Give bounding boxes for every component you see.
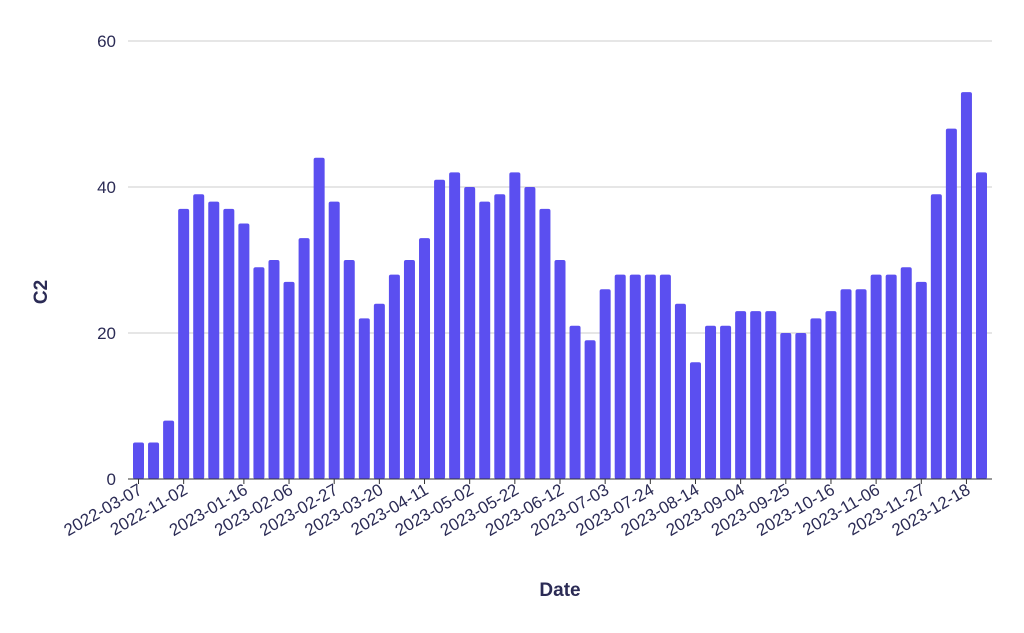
bar — [268, 260, 280, 479]
bar — [178, 208, 190, 479]
bar — [223, 208, 235, 479]
bar — [930, 194, 942, 480]
bar — [720, 325, 732, 479]
bar — [735, 311, 747, 479]
bar — [358, 318, 370, 479]
bar — [870, 274, 882, 479]
y-tick-label: 0 — [107, 470, 116, 489]
bar — [494, 194, 506, 480]
bar — [945, 128, 957, 479]
bars — [133, 92, 987, 480]
y-axis-title: C2 — [31, 280, 52, 304]
bar — [313, 157, 325, 480]
bar — [208, 201, 220, 479]
bar — [689, 362, 701, 479]
bar — [750, 311, 762, 479]
y-tick-label: 20 — [97, 324, 116, 343]
bar — [885, 274, 897, 479]
bar — [705, 325, 717, 479]
y-tick-labels: 0 20 40 60 — [97, 32, 116, 489]
bar — [900, 267, 912, 479]
bar — [193, 194, 205, 480]
bar — [479, 201, 491, 479]
bar — [434, 179, 446, 479]
bar — [283, 281, 295, 479]
bar — [148, 442, 160, 479]
bar — [960, 92, 972, 479]
bar — [509, 172, 521, 479]
bar — [388, 274, 400, 479]
bar — [810, 318, 822, 479]
bar — [765, 311, 777, 479]
y-tick-label: 40 — [97, 178, 116, 197]
bar — [238, 223, 250, 479]
bar — [373, 303, 385, 479]
x-axis-title: Date — [539, 580, 580, 601]
bar — [554, 260, 566, 479]
y-tick-label: 60 — [97, 32, 116, 51]
bar — [840, 289, 852, 479]
bar — [163, 420, 175, 479]
bar — [644, 274, 656, 479]
bar — [825, 311, 837, 479]
bar — [584, 340, 596, 479]
bar — [464, 187, 476, 479]
bar — [599, 289, 611, 479]
bar — [298, 238, 310, 479]
bar — [976, 172, 987, 479]
bar — [795, 333, 807, 479]
bar — [629, 274, 641, 479]
x-tick-labels: 2022-03-072022-11-022023-01-162023-02-06… — [61, 479, 973, 540]
bar — [780, 333, 792, 479]
bar — [614, 274, 626, 479]
bar — [855, 289, 867, 479]
bar — [419, 238, 431, 479]
bar — [133, 442, 144, 479]
bar — [524, 187, 536, 479]
bar — [659, 274, 671, 479]
bar — [569, 325, 581, 479]
bar — [449, 172, 461, 479]
bar — [915, 281, 927, 479]
bar — [674, 303, 686, 479]
bar — [539, 208, 551, 479]
bar — [253, 267, 265, 479]
bar — [343, 260, 355, 479]
bar — [403, 260, 415, 479]
bar — [328, 201, 340, 479]
